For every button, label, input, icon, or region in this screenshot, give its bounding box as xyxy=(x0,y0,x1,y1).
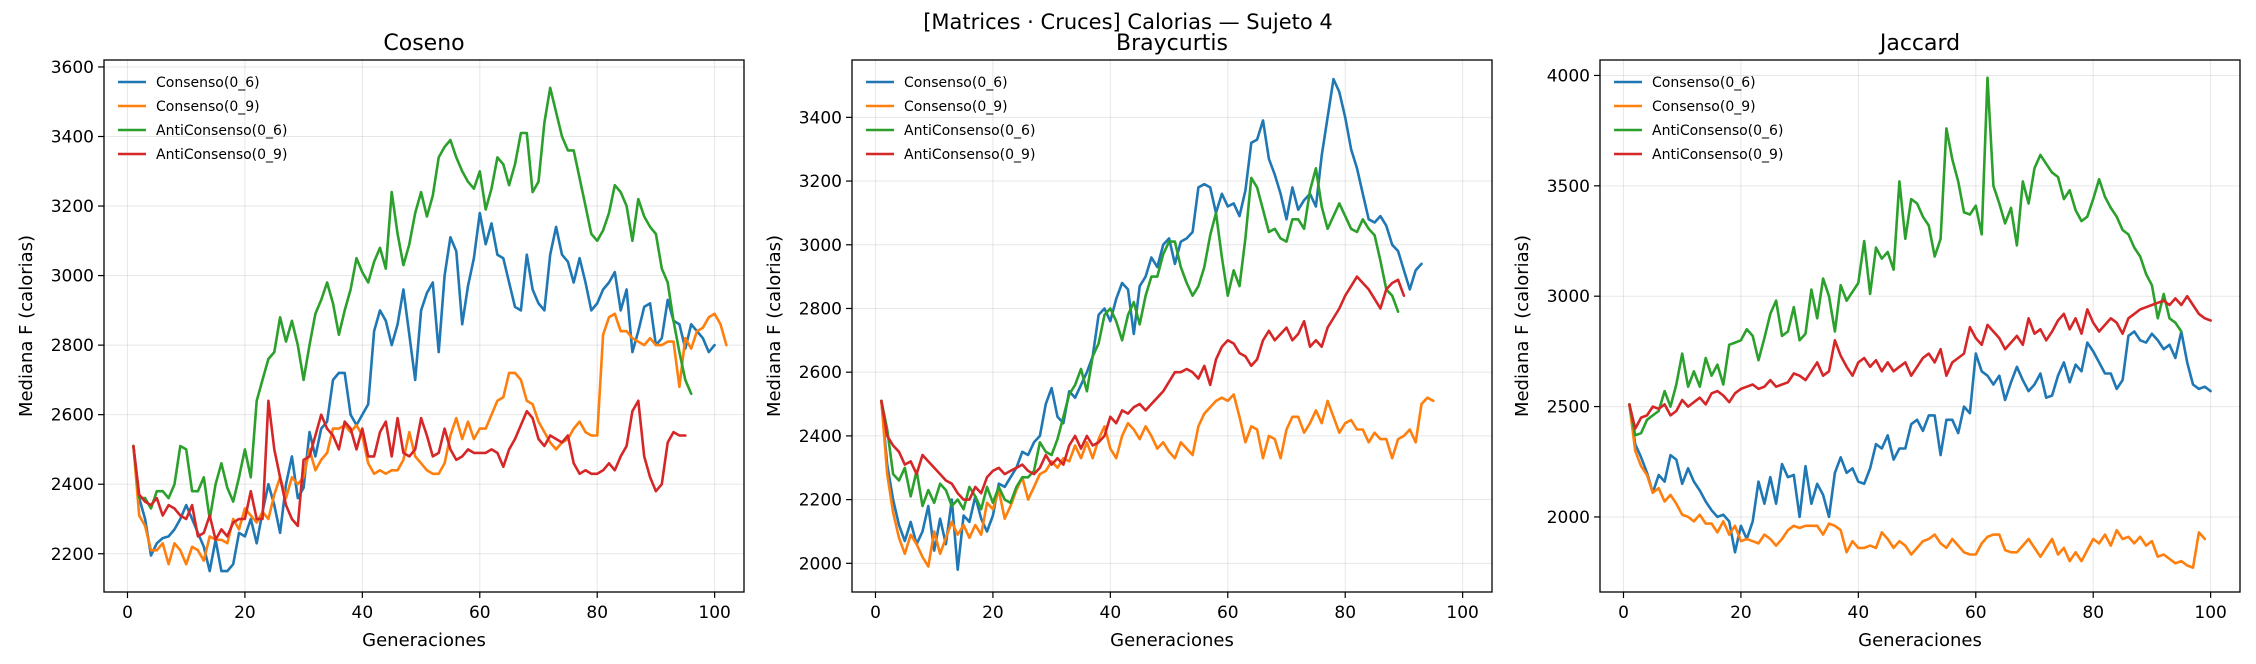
legend-label: Consenso(0_9) xyxy=(1652,99,1756,115)
series-line-AntiConsenso(0_6) xyxy=(880,167,1400,511)
y-tick-label: 3000 xyxy=(51,267,94,287)
series-line-Consenso(0_6) xyxy=(132,211,716,573)
legend-label: Consenso(0_6) xyxy=(156,75,260,91)
axes-title: Braycurtis xyxy=(1116,31,1228,56)
legend: Consenso(0_6) Consenso(0_9) AntiConsenso(0… xyxy=(1614,75,1783,163)
x-tick-label: 60 xyxy=(1965,603,1987,623)
chart-panel-1: 0 20 40 60 80 100 2200 2400 2600 2800 3000 3200 3400… xyxy=(16,31,745,651)
chart-panel-2: 0 20 40 60 80 100 2000 2200 2400 2600 2800 3000 3200… xyxy=(764,31,1493,651)
series-line-AntiConsenso(0_9) xyxy=(132,399,687,542)
y-tick-label: 2800 xyxy=(799,299,842,319)
x-tick-label: 0 xyxy=(1618,603,1629,623)
x-axis-label: Generaciones xyxy=(362,630,486,651)
axes-frame xyxy=(851,59,1493,593)
legend-label: AntiConsenso(0_6) xyxy=(1652,123,1783,139)
legend-label: Consenso(0_6) xyxy=(904,75,1008,91)
series-line-Consenso(0_9) xyxy=(1628,403,2207,570)
y-tick-label: 4000 xyxy=(1547,66,1590,86)
series-line-Consenso(0_9) xyxy=(880,393,1435,568)
legend: Consenso(0_6) Consenso(0_9) AntiConsenso(0… xyxy=(866,75,1035,163)
y-tick-label: 2500 xyxy=(1547,398,1590,418)
chart-panel-3: 0 20 40 60 80 100 2000 2500 3000 3500 4000 Jaccard G… xyxy=(1512,31,2241,651)
x-tick-label: 80 xyxy=(586,603,608,623)
legend-label: Consenso(0_9) xyxy=(156,99,260,115)
legend-label: AntiConsenso(0_6) xyxy=(156,123,287,139)
series-line-AntiConsenso(0_6) xyxy=(132,86,693,521)
y-tick-label: 3000 xyxy=(799,236,842,256)
figure-suptitle: [Matrices · Cruces] Calorias — Sujeto 4 xyxy=(923,10,1333,34)
x-tick-label: 100 xyxy=(2194,603,2226,623)
x-tick-label: 0 xyxy=(870,603,881,623)
x-tick-label: 40 xyxy=(1100,603,1122,623)
x-axis-label: Generaciones xyxy=(1858,630,1982,651)
y-tick-label: 3200 xyxy=(799,172,842,192)
x-tick-label: 20 xyxy=(1730,603,1752,623)
legend-label: Consenso(0_6) xyxy=(1652,75,1756,91)
legend-label: AntiConsenso(0_6) xyxy=(904,123,1035,139)
x-axis-label: Generaciones xyxy=(1110,630,1234,651)
series-line-AntiConsenso(0_6) xyxy=(1628,76,2183,437)
y-tick-label: 2000 xyxy=(1547,508,1590,528)
y-tick-label: 2600 xyxy=(51,406,94,426)
y-tick-label: 3400 xyxy=(799,108,842,128)
y-tick-label: 3600 xyxy=(51,58,94,78)
y-tick-label: 3500 xyxy=(1547,177,1590,197)
x-tick-label: 40 xyxy=(352,603,374,623)
x-tick-label: 80 xyxy=(2082,603,2104,623)
axes-frame xyxy=(1599,59,2241,593)
y-tick-label: 2400 xyxy=(51,475,94,495)
x-tick-label: 40 xyxy=(1848,603,1870,623)
legend-label: AntiConsenso(0_9) xyxy=(156,147,287,163)
series-line-AntiConsenso(0_9) xyxy=(880,275,1406,501)
axes-title: Jaccard xyxy=(1878,31,1960,56)
x-tick-label: 100 xyxy=(698,603,730,623)
x-tick-label: 60 xyxy=(469,603,491,623)
y-tick-label: 2000 xyxy=(799,554,842,574)
legend: Consenso(0_6) Consenso(0_9) AntiConsenso(0… xyxy=(118,75,287,163)
y-tick-label: 2400 xyxy=(799,427,842,447)
series-line-Consenso(0_6) xyxy=(880,77,1423,572)
series-line-Consenso(0_9) xyxy=(132,312,728,566)
legend-label: AntiConsenso(0_9) xyxy=(904,147,1035,163)
y-axis-label: Mediana F (calorias) xyxy=(764,235,785,417)
y-axis-label: Mediana F (calorias) xyxy=(1512,235,1533,417)
series-line-Consenso(0_6) xyxy=(1628,330,2212,554)
x-tick-label: 20 xyxy=(982,603,1004,623)
x-tick-label: 80 xyxy=(1334,603,1356,623)
axes-frame xyxy=(103,59,745,593)
legend-label: AntiConsenso(0_9) xyxy=(1652,147,1783,163)
series-line-AntiConsenso(0_9) xyxy=(1628,294,2212,430)
y-tick-label: 2200 xyxy=(51,545,94,565)
y-tick-label: 3400 xyxy=(51,127,94,147)
x-tick-label: 20 xyxy=(234,603,256,623)
y-tick-label: 2600 xyxy=(799,363,842,383)
y-tick-label: 3000 xyxy=(1547,287,1590,307)
axes-title: Coseno xyxy=(383,31,464,56)
x-tick-label: 60 xyxy=(1217,603,1239,623)
y-tick-label: 2800 xyxy=(51,336,94,356)
y-axis-label: Mediana F (calorias) xyxy=(16,235,37,417)
y-tick-label: 2200 xyxy=(799,491,842,511)
y-tick-label: 3200 xyxy=(51,197,94,217)
x-tick-label: 0 xyxy=(122,603,133,623)
x-tick-label: 100 xyxy=(1446,603,1478,623)
legend-label: Consenso(0_9) xyxy=(904,99,1008,115)
